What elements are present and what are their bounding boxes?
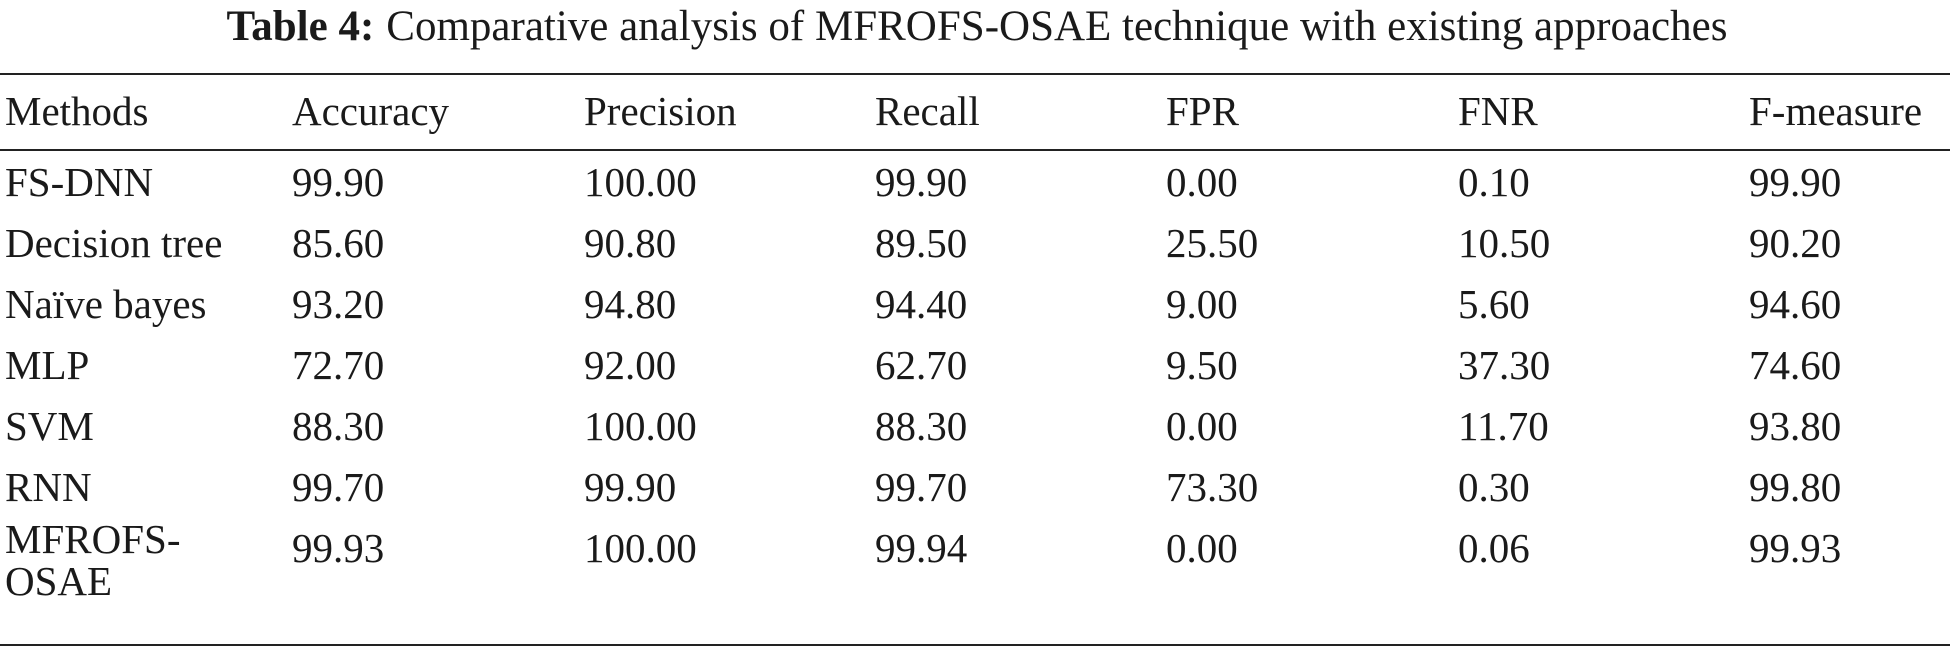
method-cell: Naïve bayes xyxy=(5,281,207,327)
header-precision: Precision xyxy=(584,88,737,134)
f-measure-cell: 94.60 xyxy=(1749,281,1842,327)
f-measure-cell: 99.90 xyxy=(1749,159,1842,205)
comparison-table: Methods Accuracy Precision Recall FPR FN… xyxy=(0,80,1950,602)
method-cell: SVM xyxy=(5,403,94,449)
header-f-measure: F-measure xyxy=(1749,88,1923,134)
accuracy-cell: 93.20 xyxy=(292,281,385,327)
accuracy-cell: 99.90 xyxy=(292,159,385,205)
precision-cell: 99.90 xyxy=(584,464,677,510)
precision-cell: 90.80 xyxy=(584,220,677,266)
caption-label: Table 4: xyxy=(226,3,375,50)
recall-cell: 62.70 xyxy=(875,342,968,388)
recall-cell: 99.90 xyxy=(875,159,968,205)
header-fnr: FNR xyxy=(1458,88,1538,134)
table-row: RNN 99.70 99.90 99.70 73.30 0.30 99.80 xyxy=(0,457,1950,518)
f-measure-cell: 99.80 xyxy=(1749,464,1842,510)
fnr-cell: 10.50 xyxy=(1458,220,1551,266)
table-row: Naïve bayes 93.20 94.80 94.40 9.00 5.60 … xyxy=(0,274,1950,335)
fpr-cell: 73.30 xyxy=(1166,464,1259,510)
method-cell: MFROFS- OSAE xyxy=(0,518,292,602)
table-row: Decision tree 85.60 90.80 89.50 25.50 10… xyxy=(0,213,1950,274)
accuracy-cell: 88.30 xyxy=(292,403,385,449)
precision-cell: 100.00 xyxy=(584,525,697,571)
precision-cell: 100.00 xyxy=(584,403,697,449)
method-cell: FS-DNN xyxy=(5,159,154,205)
fpr-cell: 0.00 xyxy=(1166,403,1238,449)
accuracy-cell: 99.70 xyxy=(292,464,385,510)
table-row: MLP 72.70 92.00 62.70 9.50 37.30 74.60 xyxy=(0,335,1950,396)
method-cell-line-1: MFROFS- xyxy=(5,516,181,562)
method-cell: MLP xyxy=(5,342,90,388)
method-cell-line-2: OSAE xyxy=(5,558,113,604)
fnr-cell: 11.70 xyxy=(1458,403,1549,449)
f-measure-cell: 99.93 xyxy=(1749,525,1842,571)
recall-cell: 88.30 xyxy=(875,403,968,449)
fnr-cell: 5.60 xyxy=(1458,281,1530,327)
header-accuracy: Accuracy xyxy=(292,88,450,134)
accuracy-cell: 85.60 xyxy=(292,220,385,266)
f-measure-cell: 93.80 xyxy=(1749,403,1842,449)
recall-cell: 89.50 xyxy=(875,220,968,266)
fnr-cell: 0.06 xyxy=(1458,525,1530,571)
table-caption: Table 4: Comparative analysis of MFROFS-O… xyxy=(0,0,1954,60)
fnr-cell: 0.30 xyxy=(1458,464,1530,510)
caption-text: Comparative analysis of MFROFS-OSAE tech… xyxy=(386,3,1728,50)
header-recall: Recall xyxy=(875,88,980,134)
f-measure-cell: 74.60 xyxy=(1749,342,1842,388)
recall-cell: 99.94 xyxy=(875,525,968,571)
fpr-cell: 0.00 xyxy=(1166,525,1238,571)
fnr-cell: 37.30 xyxy=(1458,342,1551,388)
table-row: SVM 88.30 100.00 88.30 0.00 11.70 93.80 xyxy=(0,396,1950,457)
fpr-cell: 25.50 xyxy=(1166,220,1259,266)
header-rule xyxy=(0,149,1950,151)
precision-cell: 92.00 xyxy=(584,342,677,388)
fnr-cell: 0.10 xyxy=(1458,159,1530,205)
bottom-rule xyxy=(0,644,1950,646)
table-row: FS-DNN 99.90 100.00 99.90 0.00 0.10 99.9… xyxy=(0,152,1950,213)
fpr-cell: 0.00 xyxy=(1166,159,1238,205)
fpr-cell: 9.00 xyxy=(1166,281,1238,327)
recall-cell: 94.40 xyxy=(875,281,968,327)
method-cell: RNN xyxy=(5,464,92,510)
fpr-cell: 9.50 xyxy=(1166,342,1238,388)
recall-cell: 99.70 xyxy=(875,464,968,510)
table-row: MFROFS- OSAE 99.93 100.00 99.94 0.00 0.0… xyxy=(0,518,1950,602)
accuracy-cell: 72.70 xyxy=(292,342,385,388)
header-fpr: FPR xyxy=(1166,88,1239,134)
header-methods: Methods xyxy=(5,88,149,134)
top-rule xyxy=(0,73,1950,75)
accuracy-cell: 99.93 xyxy=(292,525,385,571)
f-measure-cell: 90.20 xyxy=(1749,220,1842,266)
method-cell: Decision tree xyxy=(5,220,223,266)
precision-cell: 94.80 xyxy=(584,281,677,327)
precision-cell: 100.00 xyxy=(584,159,697,205)
header-row: Methods Accuracy Precision Recall FPR FN… xyxy=(0,80,1950,152)
